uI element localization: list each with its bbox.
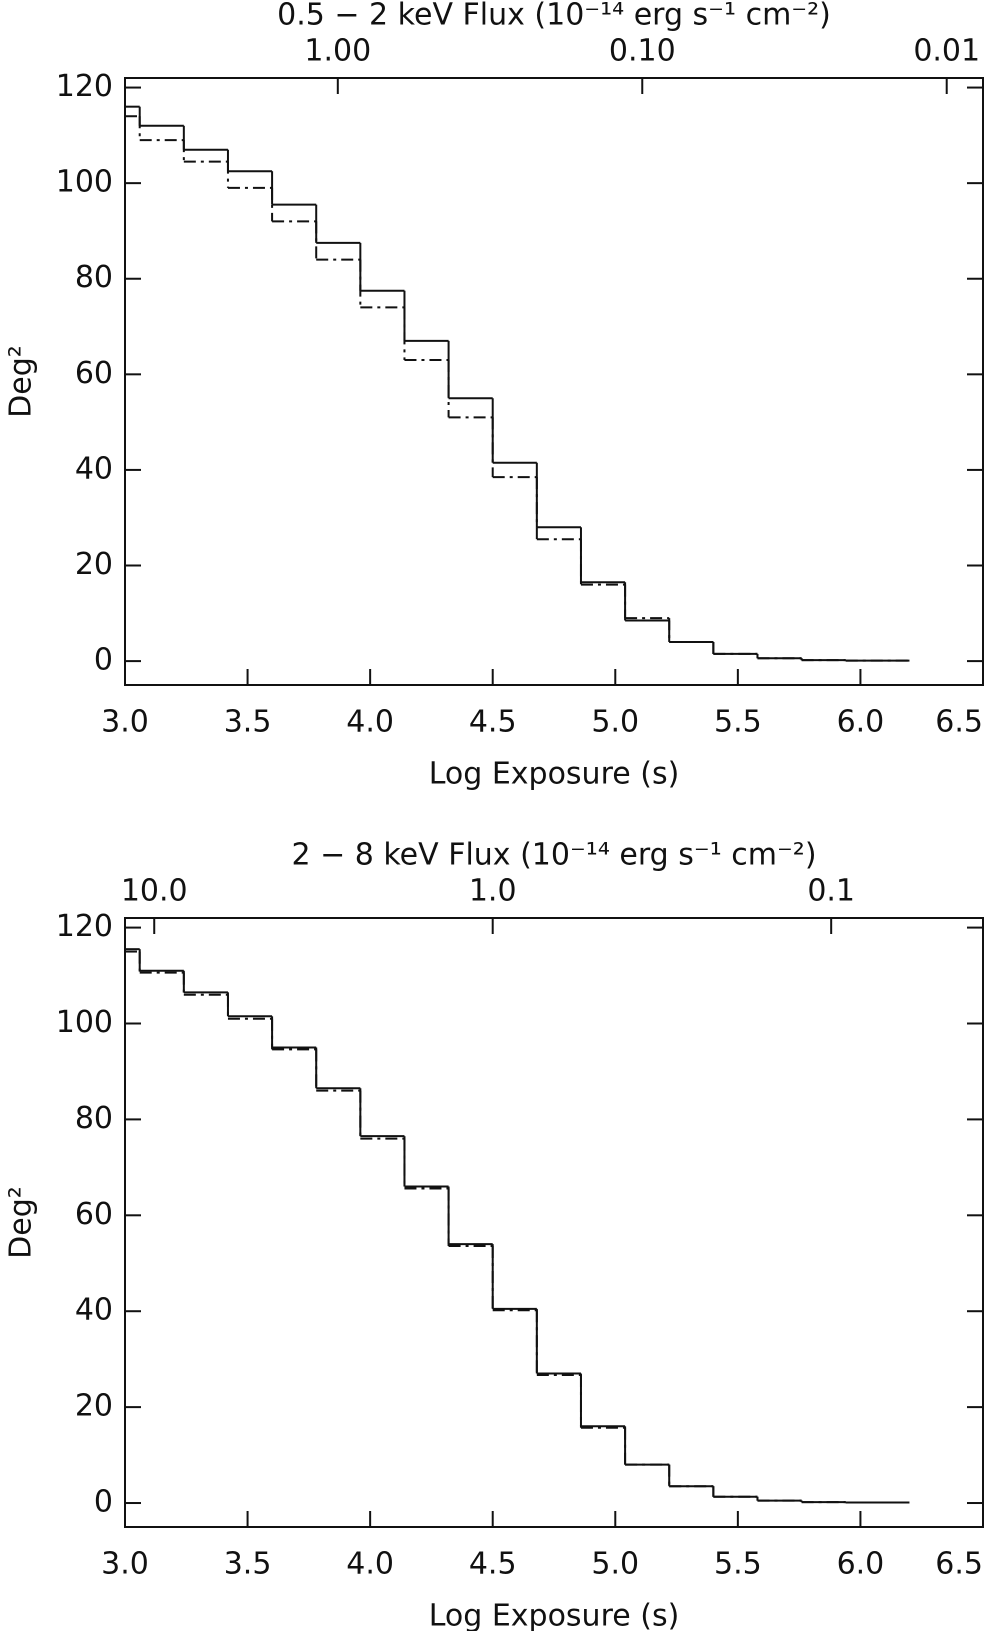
x-tick-label: 4.5 bbox=[469, 705, 517, 740]
y-tick-label: 100 bbox=[56, 165, 113, 200]
x-tick-label: 3.5 bbox=[224, 705, 272, 740]
x-tick-label: 3.5 bbox=[224, 1547, 272, 1582]
x-axis-title: Log Exposure (s) bbox=[429, 757, 680, 792]
plot-frame bbox=[124, 917, 984, 1528]
x-tick-label: 3.0 bbox=[101, 705, 149, 740]
y-tick-label: 60 bbox=[75, 1197, 113, 1232]
x-tick-label: 5.0 bbox=[591, 705, 639, 740]
y-tick-label: 0 bbox=[94, 1485, 113, 1520]
x-tick-label: 4.0 bbox=[346, 1547, 394, 1582]
y-tick-label: 0 bbox=[94, 643, 113, 678]
x-tick-label: 4.0 bbox=[346, 705, 394, 740]
x2-tick-label: 1.0 bbox=[469, 874, 517, 909]
x2-tick-label: 0.1 bbox=[807, 874, 855, 909]
y-tick-label: 80 bbox=[75, 1101, 113, 1136]
x2-axis-title: 0.5 − 2 keV Flux (10⁻¹⁴ erg s⁻¹ cm⁻²) bbox=[277, 0, 831, 33]
x-tick-label: 6.5 bbox=[935, 705, 983, 740]
y-axis-title: Deg² bbox=[4, 345, 39, 418]
x2-tick-label: 0.10 bbox=[609, 34, 676, 69]
x-tick-label: 5.0 bbox=[591, 1547, 639, 1582]
x-axis-title: Log Exposure (s) bbox=[429, 1599, 680, 1631]
y-tick-label: 120 bbox=[56, 69, 113, 104]
y-tick-label: 40 bbox=[75, 451, 113, 486]
x-tick-label: 5.5 bbox=[714, 705, 762, 740]
y-axis-title: Deg² bbox=[4, 1186, 39, 1259]
x2-tick-label: 10.0 bbox=[121, 874, 188, 909]
y-tick-label: 20 bbox=[75, 1389, 113, 1424]
x-tick-label: 6.5 bbox=[935, 1547, 983, 1582]
y-tick-label: 100 bbox=[56, 1005, 113, 1040]
plot-frame bbox=[124, 77, 984, 686]
x2-tick-label: 1.00 bbox=[304, 34, 371, 69]
x-tick-label: 3.0 bbox=[101, 1547, 149, 1582]
y-tick-label: 80 bbox=[75, 260, 113, 295]
y-tick-label: 120 bbox=[56, 909, 113, 944]
x-tick-label: 6.0 bbox=[837, 705, 885, 740]
y-tick-label: 20 bbox=[75, 547, 113, 582]
x-tick-label: 6.0 bbox=[837, 1547, 885, 1582]
x2-tick-label: 0.01 bbox=[913, 34, 980, 69]
x2-axis-title: 2 − 8 keV Flux (10⁻¹⁴ erg s⁻¹ cm⁻²) bbox=[291, 838, 816, 873]
x-tick-label: 5.5 bbox=[714, 1547, 762, 1582]
y-tick-label: 60 bbox=[75, 356, 113, 391]
x-tick-label: 4.5 bbox=[469, 1547, 517, 1582]
y-tick-label: 40 bbox=[75, 1293, 113, 1328]
